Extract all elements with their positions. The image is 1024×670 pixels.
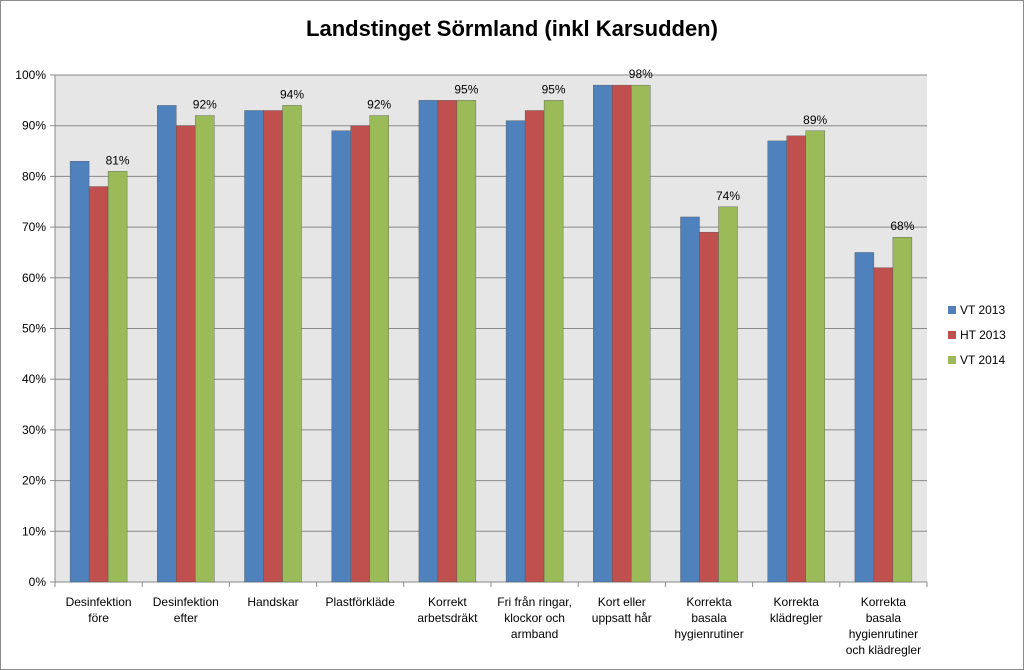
bar [437, 100, 458, 583]
legend-swatch [948, 306, 956, 314]
bar [195, 115, 215, 583]
bar [505, 120, 526, 583]
x-tick-label: Plastförkläde [326, 595, 396, 609]
legend-label: VT 2013 [960, 303, 1005, 317]
data-label: 89% [803, 113, 827, 127]
bar [350, 125, 370, 583]
bar [631, 84, 651, 583]
plot-area: 0% 10% 20% 30% 40% 50% 60% 70% 80% 90% 100% 81% Desi… [15, 67, 928, 657]
x-tick-label: Desinfektion [66, 595, 132, 609]
bar [456, 100, 477, 583]
y-tick-label: 20% [22, 474, 46, 488]
x-tick-label: före [88, 611, 109, 625]
x-tick-label: och klädregler [846, 643, 921, 657]
x-tick-label: klädregler [770, 611, 823, 625]
x-tick-label: uppsatt hår [592, 611, 652, 625]
y-tick-label: 40% [22, 372, 46, 386]
x-tick-label: Handskar [247, 595, 298, 609]
legend-label: VT 2014 [960, 353, 1005, 367]
y-tick-label: 60% [22, 271, 46, 285]
bar [244, 110, 264, 583]
bar [107, 171, 128, 583]
y-tick-label: 100% [15, 68, 46, 82]
data-label: 81% [106, 153, 130, 167]
data-label: 95% [542, 82, 566, 96]
y-tick-label: 90% [22, 119, 46, 133]
x-tick-label: arbetsdräkt [417, 611, 478, 625]
data-label: 74% [716, 189, 740, 203]
x-tick-label: Kort eller [598, 595, 646, 609]
data-label: 92% [193, 98, 217, 112]
legend-label: HT 2013 [960, 328, 1006, 342]
bar [854, 252, 875, 583]
x-tick-label: basala [691, 611, 727, 625]
chart-title: Landstinget Sörmland (inkl Karsudden) [306, 16, 718, 41]
bar [805, 130, 825, 583]
x-tick-label: klockor och [504, 611, 565, 625]
y-tick-label: 0% [29, 575, 47, 589]
data-label: 68% [890, 219, 914, 233]
bar [176, 125, 196, 583]
bar [157, 105, 177, 583]
y-tick-label: 50% [22, 322, 46, 336]
legend-swatch [948, 356, 956, 364]
y-tick-label: 10% [22, 524, 46, 538]
x-tick-label: Korrekta [861, 595, 907, 609]
y-tick-label: 80% [22, 169, 46, 183]
data-label: 94% [280, 87, 304, 101]
x-tick-label: Desinfektion [153, 595, 219, 609]
bar [680, 216, 700, 583]
legend-swatch [948, 331, 956, 339]
x-tick-label: hygienrutiner [674, 627, 743, 641]
bar [369, 115, 389, 583]
data-label: 95% [454, 82, 478, 96]
bar [543, 100, 564, 583]
bar [263, 110, 283, 583]
x-tick-label: Fri från ringar, [497, 595, 572, 609]
bar [873, 267, 894, 583]
x-tick-label: hygienrutiner [849, 627, 918, 641]
x-tick-label: Korrekt [428, 595, 467, 609]
x-tick-label: Korrekta [774, 595, 820, 609]
y-tick-label: 70% [22, 220, 46, 234]
bar [282, 105, 302, 583]
bar [524, 110, 545, 583]
bar [786, 135, 806, 583]
bar [699, 231, 719, 583]
x-tick-label: efter [174, 611, 198, 625]
bar [331, 130, 351, 583]
bar [767, 140, 787, 583]
bar [892, 237, 913, 583]
y-tick-label: 30% [22, 423, 46, 437]
x-tick-label: basala [866, 611, 902, 625]
bar [612, 84, 632, 583]
x-tick-label: armband [511, 627, 558, 641]
data-label: 92% [367, 98, 391, 112]
bar [593, 84, 613, 583]
bar [418, 100, 439, 583]
bar [69, 160, 90, 583]
data-label: 98% [629, 67, 653, 81]
x-tick-label: Korrekta [686, 595, 732, 609]
bar [718, 206, 738, 583]
legend: VT 2013 HT 2013 VT 2014 [948, 303, 1006, 367]
bar [88, 186, 109, 583]
